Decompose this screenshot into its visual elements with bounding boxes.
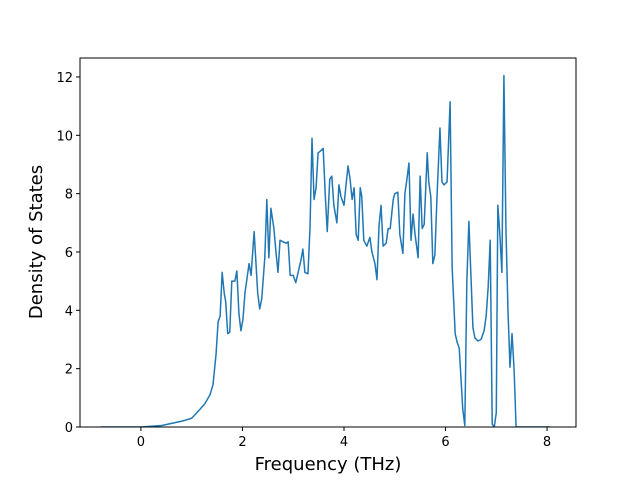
y-axis-label: Density of States	[26, 165, 47, 319]
x-axis-label: Frequency (THz)	[255, 454, 402, 475]
x-tick-label: 2	[238, 435, 246, 450]
data-line	[100, 74, 551, 427]
x-tick-label: 6	[441, 435, 449, 450]
y-tick-label: 4	[65, 304, 73, 319]
y-tick-label: 6	[65, 246, 73, 261]
y-tick-label: 10	[56, 129, 73, 144]
y-tick-label: 12	[56, 71, 73, 86]
plot-frame	[79, 57, 577, 428]
x-tick-label: 0	[137, 435, 145, 450]
y-tick-label: 8	[65, 188, 73, 203]
y-tick-label: 2	[65, 363, 73, 378]
y-tick-label: 0	[65, 421, 73, 436]
x-tick-label: 8	[543, 435, 551, 450]
x-tick-label: 4	[340, 435, 348, 450]
